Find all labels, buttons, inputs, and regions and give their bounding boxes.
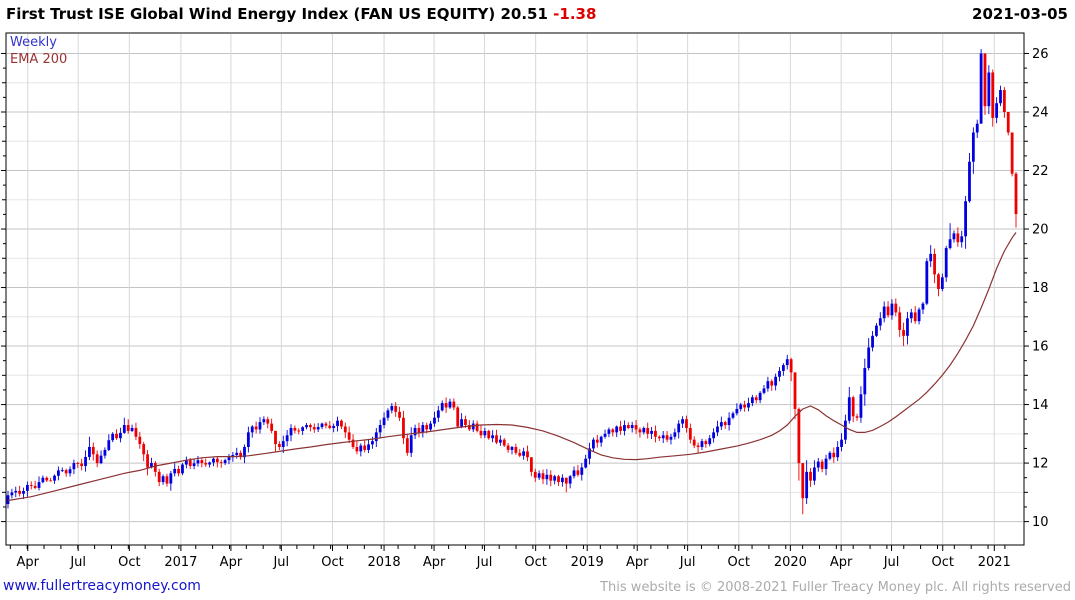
svg-text:18: 18 — [1032, 281, 1049, 296]
svg-text:Oct: Oct — [931, 555, 953, 570]
svg-text:Apr: Apr — [626, 555, 649, 570]
svg-text:Apr: Apr — [423, 555, 446, 570]
svg-text:Oct: Oct — [728, 555, 750, 570]
y-axis-labels: 10 12 14 16 18 20 22 24 26 — [1, 47, 1049, 530]
instrument-name: First Trust ISE Global Wind Energy Index… — [6, 5, 496, 23]
svg-text:2018: 2018 — [368, 555, 401, 570]
svg-text:Jul: Jul — [272, 555, 289, 570]
svg-text:2021: 2021 — [978, 555, 1011, 570]
footer-website-link[interactable]: www.fullertreacymoney.com — [3, 578, 201, 594]
svg-text:14: 14 — [1032, 398, 1049, 413]
svg-text:Jul: Jul — [69, 555, 86, 570]
svg-text:Oct: Oct — [321, 555, 343, 570]
chart-title: First Trust ISE Global Wind Energy Index… — [6, 5, 596, 23]
svg-text:Jul: Jul — [883, 555, 900, 570]
svg-text:26: 26 — [1032, 47, 1049, 62]
svg-text:2020: 2020 — [774, 555, 807, 570]
svg-text:10: 10 — [1032, 515, 1049, 530]
x-axis-labels: Apr Jul Oct 2017 Apr Jul Oct 2018 Apr Jul Oct 2019 A… — [9, 545, 1011, 570]
svg-text:Oct: Oct — [118, 555, 140, 570]
svg-text:Jul: Jul — [679, 555, 696, 570]
plot-border — [5, 32, 1025, 546]
svg-text:2019: 2019 — [571, 555, 604, 570]
svg-text:12: 12 — [1032, 457, 1049, 472]
svg-text:22: 22 — [1032, 164, 1049, 179]
svg-text:20: 20 — [1032, 223, 1049, 238]
ema-200-line — [7, 232, 1017, 502]
svg-text:Jul: Jul — [476, 555, 493, 570]
svg-text:24: 24 — [1032, 105, 1049, 120]
footer-copyright: This website is © 2008-2021 Fuller Treac… — [600, 580, 1071, 595]
price-change: -1.38 — [553, 5, 597, 23]
legend-series-label: Weekly — [10, 35, 57, 50]
svg-text:Apr: Apr — [830, 555, 853, 570]
svg-text:Apr: Apr — [17, 555, 40, 570]
grid-lines — [7, 34, 1023, 544]
chart-date: 2021-03-05 — [972, 5, 1068, 23]
candles-layer — [6, 49, 1018, 515]
legend-ema-label: EMA 200 — [10, 52, 68, 67]
svg-text:2017: 2017 — [164, 555, 197, 570]
svg-text:Apr: Apr — [220, 555, 243, 570]
svg-text:Oct: Oct — [524, 555, 546, 570]
last-price: 20.51 — [500, 5, 548, 23]
svg-text:16: 16 — [1032, 340, 1049, 355]
